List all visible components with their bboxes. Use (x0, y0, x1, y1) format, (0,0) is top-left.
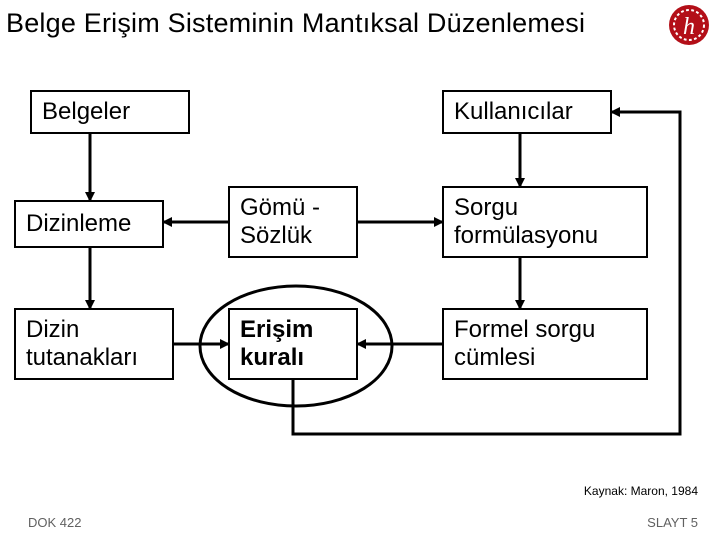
feedback-arrow (293, 112, 680, 434)
highlight-ellipse (200, 286, 392, 406)
diagram-arrows (0, 0, 720, 540)
source-citation: Kaynak: Maron, 1984 (584, 484, 698, 498)
footer-course-code: DOK 422 (28, 515, 81, 530)
footer-slide-number: SLAYT 5 (647, 515, 698, 530)
